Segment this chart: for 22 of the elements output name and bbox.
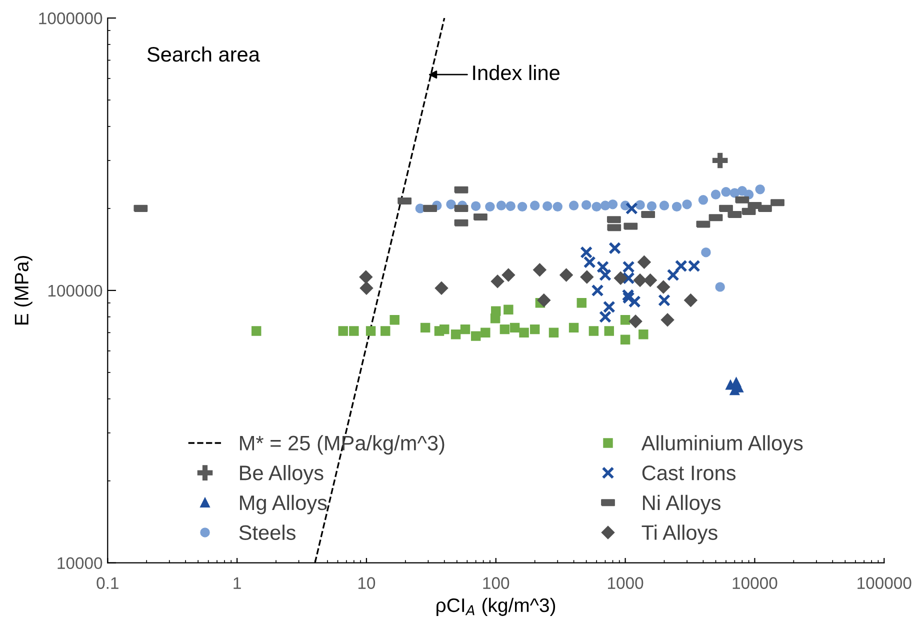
y-axis-title: E (MPa) [14,256,32,324]
legend-label: Steels [239,524,296,540]
annotation: Search area [147,46,260,62]
y-tick-label: 1000000 [39,12,102,24]
x-tick-label: 0.1 [96,577,118,589]
x-tick-label: 10000 [732,577,778,589]
annotation: Index line [473,64,560,80]
x-tick-label: 1 [234,577,241,589]
legend-label: Ti Alloys [642,524,718,544]
x-tick-label: 10 [358,577,376,589]
legend-label: M* = 25 (MPa/kg/m^3) [240,435,444,455]
legend-label: Be Alloys [240,465,324,484]
x-tick-label: 100 [483,577,510,589]
legend-label: Mg Alloys [240,494,327,514]
x-tick-label: 100000 [858,577,912,589]
legend-label: Ni Alloys [643,494,720,514]
x-tick-label: 1000 [608,577,644,589]
y-tick-label: 100000 [48,284,102,297]
legend-label: Alluminium Alloys [641,435,803,455]
legend-label: Cast Irons [642,466,736,480]
x-axis-title: ρCI$_{A}$ (kg/m^3) [436,598,556,616]
y-tick-label: 10000 [58,557,102,570]
